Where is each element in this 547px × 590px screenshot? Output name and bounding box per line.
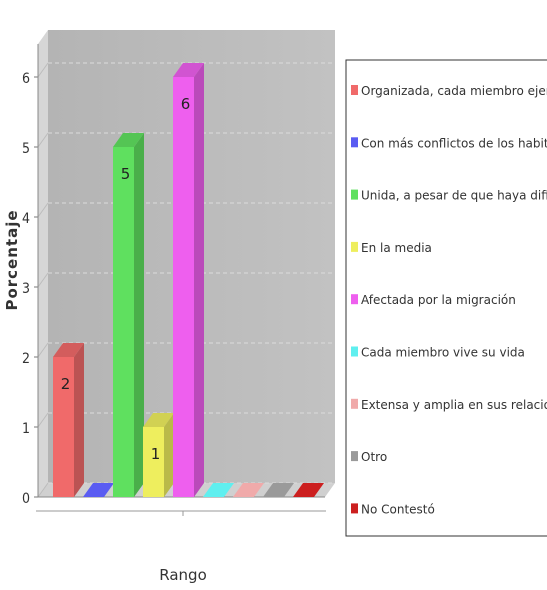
gridline-side <box>37 342 49 358</box>
bar: 1 <box>143 413 174 497</box>
legend-label: Unida, a pesar de que haya dificultades <box>361 189 547 203</box>
bar-side <box>74 343 84 497</box>
bar-zero <box>263 483 294 497</box>
bar-zero <box>293 483 324 497</box>
legend-label: En la media <box>361 241 432 255</box>
bar: 6 <box>173 63 204 497</box>
legend: Organizada, cada miembro ejerce su funci… <box>345 59 547 537</box>
bar: 5 <box>113 133 144 497</box>
legend-item: Con más conflictos de los habituales <box>351 136 547 150</box>
legend-swatch <box>351 137 358 148</box>
y-tick-label: 4 <box>22 211 30 227</box>
legend-item: Unida, a pesar de que haya dificultades <box>351 189 547 203</box>
x-axis-title: Rango <box>159 566 207 584</box>
legend-item: No Contestó <box>351 502 435 516</box>
y-tick-label: 5 <box>22 141 30 157</box>
bar-side <box>134 133 144 497</box>
bar-zero <box>233 483 264 497</box>
legend-swatch <box>351 503 358 514</box>
bar-top <box>143 413 174 427</box>
bar-top <box>173 63 204 77</box>
bar-zero <box>83 483 114 497</box>
y-tick-label: 0 <box>22 491 30 507</box>
legend-swatch <box>351 451 358 462</box>
bar <box>203 483 234 497</box>
gridline-side <box>37 132 49 148</box>
bars: 2 5 1 6 <box>53 63 324 497</box>
bar-front <box>173 77 194 497</box>
legend-label: No Contestó <box>361 502 435 516</box>
legend-item: Organizada, cada miembro ejerce su funci… <box>351 84 547 98</box>
legend-item: Otro <box>351 450 387 464</box>
legend-swatch <box>351 85 358 95</box>
gridline-side <box>37 62 49 78</box>
bar-side <box>194 63 204 497</box>
legend-label: Organizada, cada miembro ejerce su funci… <box>361 84 547 98</box>
legend-item: Extensa y amplia en sus relaciones <box>351 398 547 412</box>
legend-box <box>345 59 547 537</box>
gridline-side <box>37 482 49 498</box>
y-axis-title: Porcentaje <box>3 209 21 310</box>
legend-swatch <box>351 398 358 409</box>
bar <box>263 483 294 497</box>
legend-swatch <box>351 189 358 200</box>
gridline-side <box>37 202 49 218</box>
bar-top <box>53 343 84 357</box>
bar-zero <box>203 483 234 497</box>
bar-data-label: 5 <box>121 165 131 183</box>
legend-swatch <box>351 241 358 252</box>
y-tick-label: 1 <box>22 421 30 437</box>
bar-front <box>113 147 134 497</box>
bar-data-label: 1 <box>151 445 161 463</box>
y-tick-label: 3 <box>22 281 30 297</box>
legend-item: En la media <box>351 241 432 255</box>
bar-front <box>143 427 164 497</box>
legend-label: Afectada por la migración <box>361 293 516 307</box>
gridline-side <box>37 412 49 428</box>
bar: 2 <box>53 343 84 497</box>
bar-data-label: 2 <box>61 375 71 393</box>
legend-label: Cada miembro vive su vida <box>361 346 525 360</box>
legend-swatch <box>351 294 358 305</box>
legend-label: Con más conflictos de los habituales <box>361 136 547 150</box>
legend-label: Extensa y amplia en sus relaciones <box>361 398 547 412</box>
legend-label: Otro <box>361 450 387 464</box>
gridline-side <box>37 272 49 288</box>
y-tick-label: 6 <box>22 71 30 87</box>
bar-side <box>164 413 174 497</box>
bar-front <box>53 357 74 497</box>
bar <box>293 483 324 497</box>
bar <box>83 483 114 497</box>
legend-item: Cada miembro vive su vida <box>351 346 525 360</box>
bar-data-label: 6 <box>181 95 191 113</box>
legend-item: Afectada por la migración <box>351 293 516 307</box>
plot-side-wall <box>38 30 48 497</box>
legend-swatch <box>351 346 358 357</box>
bar <box>233 483 264 497</box>
y-tick-label: 2 <box>22 351 30 367</box>
bar-top <box>113 133 144 147</box>
